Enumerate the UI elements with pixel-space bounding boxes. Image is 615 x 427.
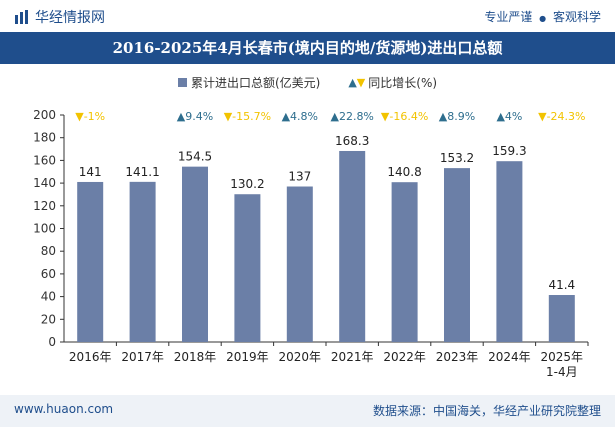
bar bbox=[444, 168, 470, 342]
top-bar: 华经情报网 专业严谨 ● 客观科学 bbox=[0, 0, 615, 32]
bar bbox=[77, 181, 104, 342]
bar-value-label: 141.1 bbox=[125, 165, 159, 179]
x-tick-label: 2024年 bbox=[488, 350, 531, 364]
growth-label: ▲22.8% bbox=[330, 110, 373, 123]
tagline-separator: ● bbox=[539, 14, 547, 23]
footer-bar bbox=[0, 395, 615, 427]
bar bbox=[129, 181, 156, 342]
footer-website: www.huaon.com bbox=[14, 402, 114, 416]
bar-value-label: 41.4 bbox=[548, 278, 575, 292]
x-tick-label: 2022年 bbox=[383, 350, 426, 364]
bar bbox=[391, 182, 418, 342]
growth-label: ▼-16.4% bbox=[381, 110, 428, 123]
legend-bar-swatch bbox=[177, 77, 187, 87]
bar-value-label: 137 bbox=[288, 170, 311, 184]
growth-label: ▼-15.7% bbox=[224, 110, 271, 123]
growth-label: ▲8.9% bbox=[439, 110, 475, 123]
x-tick-label: 2016年 bbox=[69, 350, 112, 364]
y-tick-label: 20 bbox=[41, 312, 56, 326]
bar bbox=[339, 150, 366, 342]
bar-value-label: 140.8 bbox=[387, 165, 421, 179]
brand-logo-icon bbox=[15, 10, 28, 24]
bar-value-label: 141 bbox=[79, 165, 102, 179]
bar-value-label: 168.3 bbox=[335, 134, 369, 148]
x-tick-label: 2020年 bbox=[279, 350, 322, 364]
brand-name: 华经情报网 bbox=[35, 10, 105, 26]
bar-value-label: 154.5 bbox=[178, 150, 212, 164]
y-tick-label: 80 bbox=[41, 244, 56, 258]
y-tick-label: 160 bbox=[33, 153, 56, 167]
bar bbox=[496, 161, 523, 342]
legend-bar-label: 累计进出口总额(亿美元) bbox=[190, 75, 321, 90]
brand: 华经情报网 bbox=[14, 7, 105, 27]
chart-area: 0 20 40 60 80 100 120 140 160 180 200 141 2016年 ▼-1% 1… bbox=[33, 108, 589, 379]
bar bbox=[548, 295, 575, 342]
bar bbox=[286, 186, 313, 342]
x-tick-label-line2: 1-4月 bbox=[546, 365, 578, 379]
legend: 累计进出口总额(亿美元) ▲▼ 同比增长(%) bbox=[0, 72, 615, 92]
y-tick-label: 140 bbox=[33, 176, 56, 190]
bar bbox=[182, 166, 208, 342]
x-tick-label: 2019年 bbox=[226, 350, 269, 364]
growth-label: ▲4% bbox=[496, 110, 522, 123]
legend-triangle-icon: ▲▼ bbox=[348, 75, 366, 89]
growth-label: ▼-1% bbox=[75, 110, 105, 123]
chart-title: 2016-2025年4月长春市(境内目的地/货源地)进出口总额 bbox=[112, 39, 503, 57]
tagline-a: 专业严谨 bbox=[484, 10, 533, 24]
footer-source: 数据来源：中国海关，华经产业研究院整理 bbox=[372, 404, 601, 418]
y-tick-label: 180 bbox=[33, 131, 56, 145]
y-tick-label: 100 bbox=[33, 222, 56, 236]
legend-growth-label: 同比增长(%) bbox=[368, 75, 438, 90]
y-tick-label: 120 bbox=[33, 199, 56, 213]
y-tick-label: 200 bbox=[33, 108, 56, 122]
x-tick-label: 2017年 bbox=[121, 350, 164, 364]
y-tick-label: 0 bbox=[48, 335, 56, 349]
growth-label: ▼-24.3% bbox=[538, 110, 585, 123]
title-bar bbox=[0, 32, 615, 64]
bar bbox=[234, 194, 261, 342]
y-tick-label: 60 bbox=[41, 267, 56, 281]
bar-value-label: 159.3 bbox=[492, 144, 526, 158]
tagline-b: 客观科学 bbox=[552, 10, 601, 24]
x-tick-label: 2025年 bbox=[541, 350, 584, 364]
y-tick-label: 40 bbox=[41, 290, 56, 304]
x-tick-label: 2018年 bbox=[174, 350, 217, 364]
bar-value-label: 130.2 bbox=[230, 177, 264, 191]
tagline: 专业严谨 ● 客观科学 bbox=[484, 8, 601, 25]
bar-value-label: 153.2 bbox=[440, 151, 474, 165]
growth-label: ▲4.8% bbox=[282, 110, 318, 123]
x-tick-label: 2023年 bbox=[436, 350, 479, 364]
x-tick-label: 2021年 bbox=[331, 350, 374, 364]
growth-label: ▲9.4% bbox=[177, 110, 213, 123]
